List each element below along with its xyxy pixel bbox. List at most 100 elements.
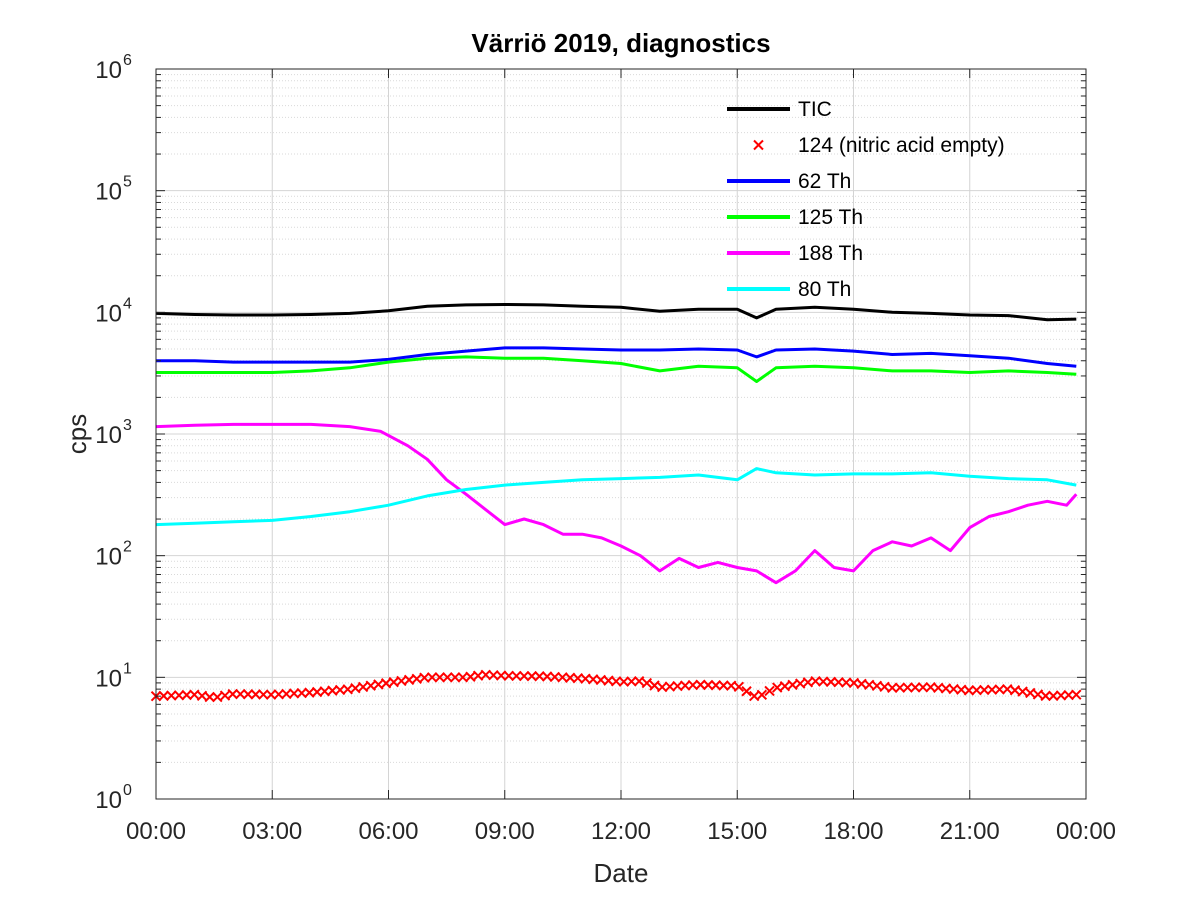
data-marker [618,676,630,687]
x-tick-label: 00:00 [126,818,186,845]
x-tick-label: 09:00 [475,818,535,845]
y-tick-exponent: 4 [123,295,132,312]
legend: TIC 124 (nitric acid empty) 62 Th 125 Th 188… [727,98,1005,301]
y-tick-exponent: 6 [123,52,132,69]
data-marker [887,682,898,694]
series-1 [150,669,1082,703]
data-marker [1025,687,1036,699]
data-marker [442,672,453,683]
series-layer [150,303,1082,703]
data-marker [258,689,269,700]
data-marker [434,672,445,683]
data-marker [741,686,752,697]
y-tick-label: 10 [95,665,122,692]
x-tick-label: 18:00 [823,818,883,845]
y-tick-exponent: 0 [123,782,132,799]
data-marker [250,689,261,700]
data-marker [1017,686,1028,697]
x-tick-label: 06:00 [358,818,418,845]
series-2 [156,346,1077,368]
data-marker [503,670,514,682]
data-marker [1071,689,1082,700]
series-line [155,422,1078,585]
series-line [156,355,1077,383]
data-marker [779,681,791,692]
legend-label: TIC [798,98,832,121]
plot-area [150,68,1087,800]
y-tick-exponent: 1 [123,660,132,677]
data-marker [772,682,783,693]
series-line [155,303,1077,322]
data-marker [917,682,929,693]
x-tick-label: 03:00 [242,818,302,845]
data-marker [511,670,522,682]
data-marker [633,675,645,687]
data-marker [756,689,768,701]
y-tick-exponent: 5 [123,174,132,191]
data-marker [764,685,775,697]
data-marker [526,670,538,682]
data-marker [1040,690,1051,702]
legend-item: 80 Th [727,278,851,301]
y-tick-label: 10 [95,787,122,814]
series-line [156,346,1077,368]
data-marker [963,685,975,696]
legend-item: TIC [727,98,832,121]
y-axis-label: cps [62,414,92,454]
series-line [155,467,1077,527]
chart-title: Värriö 2019, diagnostics [471,28,770,58]
x-tick-label: 21:00 [940,818,1000,845]
series-4 [155,422,1078,585]
y-tick-exponent: 3 [123,417,132,434]
data-marker [902,682,913,693]
data-marker [910,682,921,693]
y-tick-label: 10 [95,57,122,84]
data-marker [242,689,254,700]
x-tick-label: 00:00 [1056,818,1116,845]
series-3 [156,355,1077,383]
data-marker [702,679,714,691]
data-marker [426,672,438,683]
y-tick-label: 10 [95,300,122,327]
legend-item: 62 Th [727,170,851,193]
x-axis-label: Date [594,858,649,888]
y-tick-exponent: 2 [123,539,132,556]
data-marker [626,676,637,687]
x-tick-label: 12:00 [591,818,651,845]
legend-label: 188 Th [798,242,863,265]
data-marker [1009,685,1021,696]
data-marker [649,680,660,691]
y-tick-label: 10 [95,544,122,571]
legend-label: 62 Th [798,170,851,193]
data-marker [641,677,653,689]
ticks [155,68,1087,800]
data-marker [212,691,223,703]
data-marker [495,670,507,681]
legend-swatch [753,139,764,151]
legend-item: 188 Th [727,242,863,265]
series-5 [155,467,1077,527]
data-marker [227,688,238,700]
data-marker [733,681,745,693]
data-marker [449,672,461,683]
legend-label: 125 Th [798,206,863,229]
data-marker [534,671,545,682]
data-marker [718,680,729,691]
legend-label: 80 Th [798,278,851,301]
data-marker [518,670,530,682]
data-marker [695,679,706,690]
data-marker [1032,689,1044,700]
legend-item: 125 Th [727,206,863,229]
legend-label: 124 (nitric acid empty) [798,134,1005,157]
data-marker [710,680,722,691]
data-marker [219,690,231,701]
series-0 [155,303,1077,322]
y-tick-label: 10 [95,422,122,449]
data-marker [235,688,246,700]
data-marker [894,682,906,693]
legend-item: 124 (nitric acid empty) [753,134,1005,157]
data-marker [204,691,215,703]
x-tick-label: 15:00 [707,818,767,845]
